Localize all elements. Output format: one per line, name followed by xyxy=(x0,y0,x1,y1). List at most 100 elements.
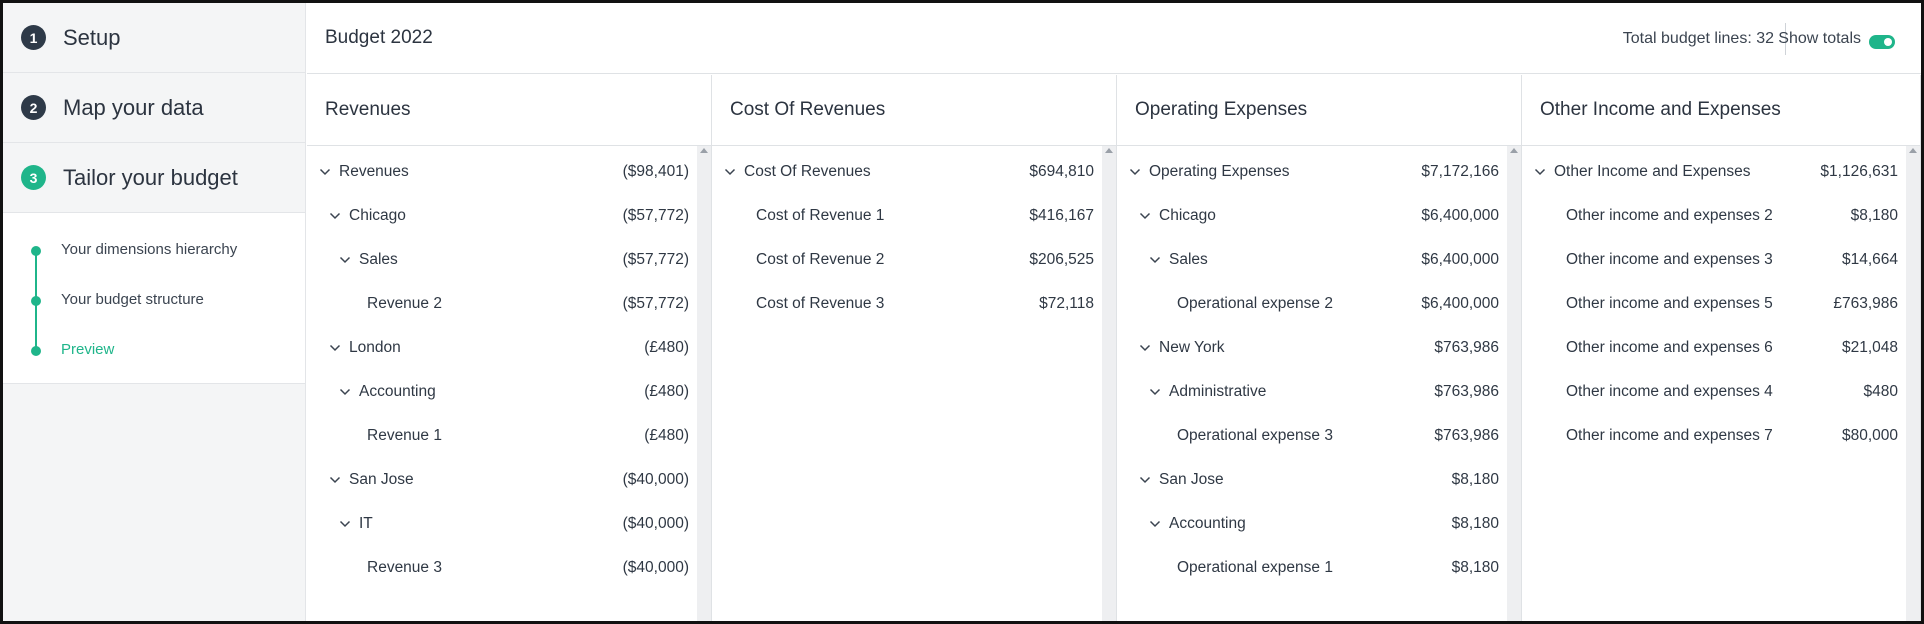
budget-line[interactable]: Revenue 3 ($40,000) xyxy=(307,546,689,590)
step-number: 3 xyxy=(21,165,46,190)
tree-node[interactable]: Chicago ($57,772) xyxy=(307,194,689,238)
line-amount: ($98,401) xyxy=(622,163,689,180)
budget-line[interactable]: Other income and expenses 4 $480 xyxy=(1522,370,1898,414)
line-amount: $8,180 xyxy=(1451,515,1499,532)
line-name: Other income and expenses 6 xyxy=(1566,339,1773,356)
budget-line[interactable]: Other income and expenses 3 $14,664 xyxy=(1522,238,1898,282)
show-totals-toggle[interactable] xyxy=(1869,35,1895,49)
line-amount: $21,048 xyxy=(1841,339,1898,356)
budget-line[interactable]: Other income and expenses 6 $21,048 xyxy=(1522,326,1898,370)
chevron-down-icon[interactable] xyxy=(339,254,351,266)
substep-dot xyxy=(31,296,41,306)
main-panel: Budget 2022 Total budget lines: 32 Show … xyxy=(307,3,1921,621)
budget-line[interactable]: Cost of Revenue 3 $72,118 xyxy=(712,282,1094,326)
substep-preview[interactable]: Preview xyxy=(3,339,306,363)
scroll-up-icon[interactable] xyxy=(700,148,708,153)
chevron-down-icon[interactable] xyxy=(319,166,331,178)
line-name: Sales xyxy=(359,251,398,268)
step-label: Tailor your budget xyxy=(63,164,238,190)
budget-line[interactable]: Revenue 1 (£480) xyxy=(307,414,689,458)
step-map-your-data[interactable]: 2 Map your data xyxy=(3,73,305,143)
line-name: Revenue 2 xyxy=(367,295,442,312)
tree-node[interactable]: Chicago $6,400,000 xyxy=(1117,194,1499,238)
line-amount: $6,400,000 xyxy=(1421,207,1499,224)
scrollbar[interactable] xyxy=(1102,146,1116,621)
step-label: Map your data xyxy=(63,94,204,120)
scroll-up-icon[interactable] xyxy=(1105,148,1113,153)
scroll-up-icon[interactable] xyxy=(1510,148,1518,153)
chevron-down-icon[interactable] xyxy=(1129,166,1141,178)
line-amount: $8,180 xyxy=(1451,559,1499,576)
line-amount: $8,180 xyxy=(1850,207,1898,224)
substep-budget-structure[interactable]: Your budget structure xyxy=(3,289,306,313)
line-name: Other income and expenses 3 xyxy=(1566,251,1773,268)
line-amount: ($40,000) xyxy=(622,515,689,532)
line-amount: $416,167 xyxy=(1029,207,1094,224)
column-body: Operating Expenses $7,172,166 Chicago $6,40… xyxy=(1117,146,1521,621)
tree-node[interactable]: New York $763,986 xyxy=(1117,326,1499,370)
tree-node[interactable]: Operating Expenses $7,172,166 xyxy=(1117,150,1499,194)
chevron-down-icon[interactable] xyxy=(1139,210,1151,222)
chevron-down-icon[interactable] xyxy=(329,474,341,486)
chevron-down-icon[interactable] xyxy=(329,210,341,222)
scrollbar[interactable] xyxy=(1507,146,1521,621)
chevron-down-icon[interactable] xyxy=(1149,386,1161,398)
budget-line[interactable]: Operational expense 1 $8,180 xyxy=(1117,546,1499,590)
line-amount: $480 xyxy=(1863,383,1898,400)
budget-line[interactable]: Operational expense 3 $763,986 xyxy=(1117,414,1499,458)
line-name: Operational expense 3 xyxy=(1177,427,1333,444)
scroll-up-icon[interactable] xyxy=(1909,148,1917,153)
chevron-down-icon[interactable] xyxy=(1139,342,1151,354)
chevron-down-icon[interactable] xyxy=(339,386,351,398)
top-bar: Budget 2022 Total budget lines: 32 Show … xyxy=(307,3,1921,74)
wizard-sidebar: 1 Setup 2 Map your data 3 Tailor your bu… xyxy=(3,3,306,621)
step-setup[interactable]: 1 Setup xyxy=(3,3,305,73)
tree-node[interactable]: Accounting (£480) xyxy=(307,370,689,414)
line-amount: £763,986 xyxy=(1833,295,1898,312)
line-name: Operational expense 2 xyxy=(1177,295,1333,312)
line-name: Other Income and Expenses xyxy=(1554,163,1751,180)
line-name: San Jose xyxy=(1159,471,1224,488)
line-amount: ($40,000) xyxy=(622,471,689,488)
budget-line[interactable]: Cost of Revenue 2 $206,525 xyxy=(712,238,1094,282)
tree-node[interactable]: Administrative $763,986 xyxy=(1117,370,1499,414)
chevron-down-icon[interactable] xyxy=(1149,254,1161,266)
line-amount: $763,986 xyxy=(1434,339,1499,356)
budget-column: Revenues Revenues ($98,401) Chicago ($57,772… xyxy=(307,75,712,621)
tree-node[interactable]: London (£480) xyxy=(307,326,689,370)
budget-line[interactable]: Operational expense 2 $6,400,000 xyxy=(1117,282,1499,326)
scrollbar[interactable] xyxy=(697,146,711,621)
budget-line[interactable]: Revenue 2 ($57,772) xyxy=(307,282,689,326)
line-name: Revenue 1 xyxy=(367,427,442,444)
tree-node[interactable]: Sales ($57,772) xyxy=(307,238,689,282)
substep-dot xyxy=(31,346,41,356)
budget-line[interactable]: Cost of Revenue 1 $416,167 xyxy=(712,194,1094,238)
tree-node[interactable]: Sales $6,400,000 xyxy=(1117,238,1499,282)
chevron-down-icon[interactable] xyxy=(329,342,341,354)
substep-dimensions-hierarchy[interactable]: Your dimensions hierarchy xyxy=(3,239,306,263)
chevron-down-icon[interactable] xyxy=(724,166,736,178)
total-budget-lines: Total budget lines: 32 xyxy=(1622,30,1774,47)
line-amount: $206,525 xyxy=(1029,251,1094,268)
tree-node[interactable]: Cost Of Revenues $694,810 xyxy=(712,150,1094,194)
budget-line[interactable]: Other income and expenses 7 $80,000 xyxy=(1522,414,1898,458)
line-amount: (£480) xyxy=(644,339,689,356)
tree-node[interactable]: IT ($40,000) xyxy=(307,502,689,546)
budget-line[interactable]: Other income and expenses 2 $8,180 xyxy=(1522,194,1898,238)
line-name: Chicago xyxy=(1159,207,1216,224)
column-body: Other Income and Expenses $1,126,631 Other… xyxy=(1522,146,1920,621)
tree-node[interactable]: San Jose $8,180 xyxy=(1117,458,1499,502)
tree-node[interactable]: Accounting $8,180 xyxy=(1117,502,1499,546)
chevron-down-icon[interactable] xyxy=(339,518,351,530)
chevron-down-icon[interactable] xyxy=(1534,166,1546,178)
tree-node[interactable]: San Jose ($40,000) xyxy=(307,458,689,502)
step-label: Setup xyxy=(63,24,121,50)
chevron-down-icon[interactable] xyxy=(1149,518,1161,530)
chevron-down-icon[interactable] xyxy=(1139,474,1151,486)
tree-node[interactable]: Other Income and Expenses $1,126,631 xyxy=(1522,150,1898,194)
line-name: Operating Expenses xyxy=(1149,163,1290,180)
tree-node[interactable]: Revenues ($98,401) xyxy=(307,150,689,194)
budget-line[interactable]: Other income and expenses 5 £763,986 xyxy=(1522,282,1898,326)
scrollbar[interactable] xyxy=(1906,146,1920,621)
step-tailor-your-budget[interactable]: 3 Tailor your budget xyxy=(3,143,305,213)
